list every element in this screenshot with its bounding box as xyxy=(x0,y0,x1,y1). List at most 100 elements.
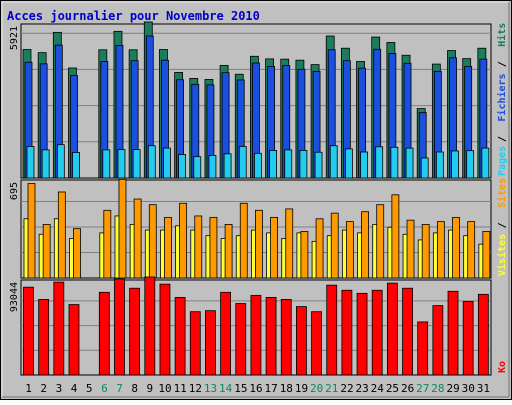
x-tick-label: 30 xyxy=(462,382,475,395)
kb-bar xyxy=(53,281,65,376)
sites-bar xyxy=(391,194,400,279)
legend-separator: / xyxy=(497,136,508,142)
sites-bar xyxy=(179,202,188,279)
kb-bar xyxy=(386,282,398,376)
pages-bar xyxy=(26,146,35,179)
kb-bar xyxy=(250,294,262,376)
pages-bar xyxy=(390,146,399,179)
x-tick-label: 21 xyxy=(325,382,338,395)
chart-title: Acces journalier pour Novembre 2010 xyxy=(7,9,260,23)
pages-bar xyxy=(254,152,262,179)
kb-bar xyxy=(129,287,141,376)
kb-bar xyxy=(432,305,444,376)
sites-bar xyxy=(103,209,112,279)
pages-bar xyxy=(223,153,232,179)
sites-bar xyxy=(209,216,218,279)
x-tick-label: 20 xyxy=(310,382,323,395)
sites-bar xyxy=(239,202,248,279)
pages-bar xyxy=(314,151,323,179)
sites-bar xyxy=(436,221,445,279)
sites-bar xyxy=(376,204,385,279)
x-tick-label: 18 xyxy=(280,382,293,395)
pages-bar xyxy=(41,149,50,179)
sites-bar xyxy=(421,224,430,279)
y-max-label: 5921 xyxy=(9,26,20,50)
sites-bar xyxy=(73,228,81,279)
x-tick-label: 26 xyxy=(401,382,414,395)
sites-bar xyxy=(270,216,278,279)
kb-bar xyxy=(371,289,383,376)
legend-separator: / xyxy=(497,61,508,67)
kb-bar xyxy=(205,310,216,376)
sites-bar xyxy=(255,209,263,279)
pages-bar xyxy=(72,152,80,179)
kb-bar xyxy=(189,311,201,376)
x-tick-label: 28 xyxy=(431,382,444,395)
kb-bar xyxy=(296,306,307,376)
kb-bar xyxy=(23,286,34,376)
x-tick-label: 27 xyxy=(416,382,429,395)
x-tick-label: 24 xyxy=(371,382,385,395)
kb-bar xyxy=(341,289,353,376)
kb-bar xyxy=(402,287,413,376)
x-tick-label: 22 xyxy=(340,382,353,395)
sites-bar xyxy=(300,231,309,279)
pages-bar xyxy=(132,149,141,179)
sites-bar xyxy=(27,183,36,279)
sites-bar xyxy=(224,224,233,279)
x-tick-label: 15 xyxy=(234,382,247,395)
legend-entry: Hits xyxy=(496,23,508,47)
pages-bar xyxy=(344,148,353,179)
x-tick-label: 25 xyxy=(386,382,399,395)
sites-bar xyxy=(42,224,51,279)
pages-bar xyxy=(405,147,414,179)
kb-bar xyxy=(235,303,247,376)
kb-bar xyxy=(356,292,368,376)
x-tick-label: 5 xyxy=(86,382,93,395)
x-tick-label: 31 xyxy=(477,382,490,395)
pages-bar xyxy=(329,145,338,179)
sites-bar xyxy=(482,231,491,279)
kb-bar xyxy=(98,291,110,376)
sites-bar xyxy=(57,191,66,279)
pages-bar xyxy=(178,154,187,179)
kb-bar xyxy=(326,284,338,376)
pages-bar xyxy=(102,149,111,179)
pages-bar xyxy=(375,146,384,179)
pages-bar xyxy=(284,149,293,179)
x-tick-label: 3 xyxy=(56,382,63,395)
sites-bar xyxy=(133,198,142,279)
y-max-label: 695 xyxy=(9,182,20,200)
kb-bar xyxy=(220,291,231,376)
pages-bar xyxy=(193,156,202,179)
pages-bar xyxy=(117,149,126,179)
kb-bar xyxy=(38,299,50,376)
legend-entry: Sites xyxy=(496,178,508,208)
legend-entry: Pages xyxy=(497,146,508,176)
kb-bar xyxy=(114,278,125,376)
pages-bar xyxy=(360,151,368,179)
sites-bar xyxy=(406,219,415,279)
pages-bar xyxy=(208,154,217,179)
x-tick-label: 9 xyxy=(147,382,154,395)
x-tick-label: 7 xyxy=(116,382,123,395)
x-tick-label: 11 xyxy=(174,382,187,395)
kb-bar xyxy=(447,290,459,376)
kb-bar xyxy=(477,293,489,376)
kb-bar xyxy=(417,321,429,376)
pages-bar xyxy=(56,144,65,179)
x-tick-label: 6 xyxy=(101,382,108,395)
x-tick-label: 29 xyxy=(446,382,459,395)
pages-bar xyxy=(238,146,247,179)
sites-bar xyxy=(467,221,476,279)
sites-bar xyxy=(452,216,460,279)
kb-bar xyxy=(144,276,156,376)
sites-bar xyxy=(315,218,324,279)
pages-bar xyxy=(420,157,429,179)
kb-bar xyxy=(462,301,474,376)
sites-bar xyxy=(345,221,354,279)
x-tick-label: 19 xyxy=(295,382,308,395)
kb-bar xyxy=(280,299,292,376)
kb-bar xyxy=(174,297,186,376)
